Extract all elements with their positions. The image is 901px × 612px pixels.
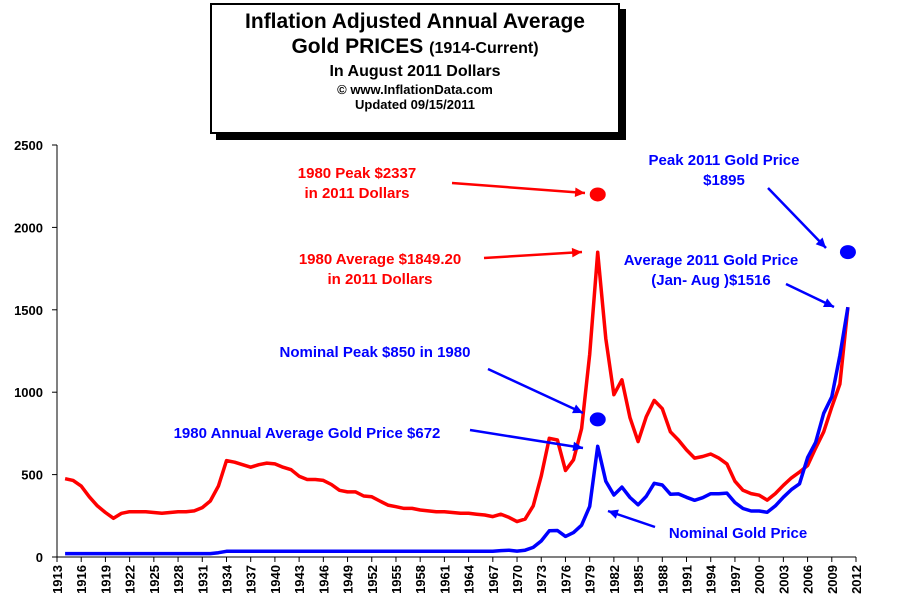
title-line-2-main: Gold PRICES <box>291 35 424 58</box>
x-tick-label: 1934 <box>219 564 234 594</box>
x-tick-label: 1931 <box>195 565 210 594</box>
x-tick-label: 1925 <box>147 565 162 594</box>
marker-point-2 <box>839 245 856 260</box>
annotation-label-6: Nominal Gold Price <box>669 525 807 542</box>
x-tick-label: 1979 <box>583 565 598 594</box>
series-line-inflation-adjusted <box>64 250 850 524</box>
annotation-label-7: Peak 2011 Gold Price <box>649 152 800 169</box>
annotation-arrow-line-5 <box>767 187 827 249</box>
title-line-2-small: (1914-Current) <box>429 40 539 57</box>
annotation-label-8: $1895 <box>703 172 745 189</box>
x-tick-label: 1985 <box>631 565 646 594</box>
annotation-label-10: (Jan- Aug )$1516 <box>651 272 770 289</box>
annotation-arrow-line-1 <box>483 250 583 260</box>
x-tick-label: 2000 <box>752 565 767 594</box>
x-tick-label: 1916 <box>74 565 89 594</box>
annotation-arrow-line-2 <box>487 367 584 415</box>
annotation-arrow-line-0 <box>451 181 586 195</box>
x-tick-label: 1952 <box>365 565 380 594</box>
annotation-label-9: Average 2011 Gold Price <box>624 252 799 269</box>
x-tick-label: 1994 <box>704 564 719 594</box>
annotation-label-0: 1980 Peak $2337 <box>298 165 416 182</box>
marker-point-1 <box>589 412 606 427</box>
y-tick-label: 2500 <box>14 138 43 153</box>
x-tick-label: 1943 <box>292 565 307 594</box>
annotation-label-5: 1980 Annual Average Gold Price $672 <box>174 425 441 442</box>
annotation-arrow-line-3 <box>469 428 584 450</box>
x-tick-label: 2009 <box>825 565 840 594</box>
x-tick-label: 1958 <box>413 565 428 594</box>
x-tick-label: 1982 <box>607 565 622 594</box>
y-tick-label: 1500 <box>14 303 43 318</box>
annotation-arrow-head-4 <box>608 509 619 519</box>
annotation-label-2: 1980 Average $1849.20 <box>299 251 461 268</box>
x-tick-label: 1976 <box>558 565 573 594</box>
annotation-label-3: in 2011 Dollars <box>327 271 432 288</box>
annotation-label-1: in 2011 Dollars <box>304 185 409 202</box>
x-tick-label: 1949 <box>341 565 356 594</box>
y-tick-label: 500 <box>21 468 43 483</box>
annotation-arrow-head-1 <box>571 247 582 258</box>
annotation-arrow-head-6 <box>823 298 834 308</box>
y-tick-label: 1000 <box>14 385 43 400</box>
annotation-label-4: Nominal Peak $850 in 1980 <box>280 344 471 361</box>
title-copyright: © www.InflationData.com <box>337 82 493 97</box>
x-tick-label: 2006 <box>801 565 816 594</box>
x-tick-label: 1928 <box>171 565 186 594</box>
x-tick-label: 1964 <box>462 564 477 594</box>
title-line-3: In August 2011 Dollars <box>329 63 501 80</box>
x-tick-label: 2003 <box>776 565 791 594</box>
x-tick-label: 1997 <box>728 565 743 594</box>
marker-point-0 <box>589 187 606 202</box>
x-tick-label: 1991 <box>680 565 695 594</box>
x-tick-label: 1922 <box>123 565 138 594</box>
title-line-1: Inflation Adjusted Annual Average <box>245 10 585 33</box>
series-line-nominal <box>65 306 850 556</box>
x-tick-label: 2012 <box>849 565 864 594</box>
chart-title-box: Inflation Adjusted Annual Average Gold P… <box>210 3 620 134</box>
x-tick-label: 1946 <box>316 565 331 594</box>
annotation-arrow-head-0 <box>574 187 585 198</box>
x-tick-label: 1955 <box>389 565 404 594</box>
title-updated: Updated 09/15/2011 <box>355 97 475 112</box>
y-tick-label: 0 <box>36 550 43 565</box>
x-tick-label: 1970 <box>510 565 525 594</box>
x-tick-label: 1940 <box>268 565 283 594</box>
x-tick-label: 1988 <box>655 565 670 594</box>
x-tick-label: 1913 <box>50 565 65 594</box>
x-tick-label: 1961 <box>437 565 452 594</box>
x-tick-label: 1967 <box>486 565 501 594</box>
y-tick-label: 2000 <box>14 220 43 235</box>
annotation-arrow-head-3 <box>572 441 583 452</box>
annotation-arrow-head-5 <box>815 237 826 248</box>
annotation-arrow-head-2 <box>572 404 583 414</box>
x-tick-label: 1937 <box>244 565 259 594</box>
x-tick-label: 1973 <box>534 565 549 594</box>
title-line-2: Gold PRICES (1914-Current) <box>212 34 618 62</box>
x-tick-label: 1919 <box>98 565 113 594</box>
